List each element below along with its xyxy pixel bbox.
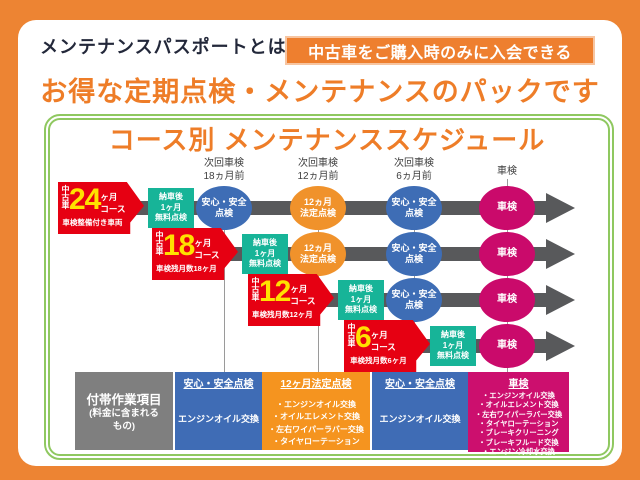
schedule-title: コース別 メンテナンススケジュール (108, 125, 546, 155)
inspection-circle-safety: 安心・安全 点検 (196, 186, 252, 230)
course-prefix: 中古車 (347, 322, 356, 347)
work-row-header-subtitle-2: もの) (112, 420, 136, 432)
inspection-circle-shaken: 車検 (479, 324, 535, 368)
column-header: 次回車検 12ヵ月前 (297, 158, 339, 182)
work-row-header-subtitle-1: (料金に含まれる (89, 408, 159, 420)
column-header: 車検 (497, 166, 517, 177)
work-column-header: 安心・安全点検 (183, 379, 254, 390)
inspection-circle-shaken: 車検 (479, 232, 535, 276)
course-unit: ヶ月 (194, 238, 212, 249)
inspection-circle-safety: 安心・安全 点検 (386, 278, 442, 322)
shaken-column-tick (507, 179, 508, 187)
course-units: ヶ月 コース (194, 238, 219, 260)
course-units: ヶ月 コース (100, 192, 125, 214)
course-prefix: 中古車 (61, 184, 70, 209)
course-flag: 中古車 18 ヶ月 コース 車検残月数18ヶ月 (152, 228, 238, 280)
course-unit: ヶ月 (290, 284, 308, 295)
delivery-badge: 納車後 1ヶ月 無料点検 (338, 280, 384, 320)
work-column-header: 安心・安全点検 (385, 379, 455, 390)
course-months: 12 (259, 275, 291, 309)
course-suffix: コース (100, 203, 126, 214)
inspection-circle-safety: 安心・安全 点検 (386, 232, 442, 276)
subtitle-banner: お得な定期点検・メンテナンスのパックです (40, 77, 600, 107)
timeline-vline (224, 230, 225, 372)
work-item-list: エンジンオイル交換 (379, 414, 461, 424)
inspection-circle-shaken: 車検 (479, 186, 535, 230)
work-item-list: ・エンジンオイル交換 ・オイルエレメント交換 ・左右ワイパーラバー交換 ・タイヤローテ… (474, 391, 563, 456)
course-suffix: コース (194, 249, 220, 260)
work-column-orange: 12ヶ月法定点検・エンジンオイル交換 ・オイルエレメント交換 ・左右ワイパーラバー交… (262, 372, 370, 450)
course-months: 6 (355, 321, 372, 355)
timeline-arrowhead (546, 331, 575, 361)
course-unit: ヶ月 (370, 330, 388, 341)
course-note: 車検残月数18ヶ月 (155, 264, 217, 273)
delivery-badge: 納車後 1ヶ月 無料点検 (430, 326, 476, 366)
work-item-list: エンジンオイル交換 (177, 414, 259, 424)
timeline-arrowhead (546, 285, 575, 315)
inspection-circle-legal: 12ヵ月 法定点検 (290, 186, 346, 230)
course-units: ヶ月 コース (290, 284, 315, 306)
course-unit: ヶ月 (100, 192, 118, 203)
course-prefix: 中古車 (155, 230, 164, 255)
course-months: 24 (69, 183, 101, 217)
course-months: 18 (163, 229, 195, 263)
course-note: 車検整備付き車両 (62, 218, 123, 227)
course-flag-main: 中古車 6 ヶ月 コース (344, 320, 430, 357)
work-column-header: 車検 (508, 379, 529, 390)
course-note: 車検残月数12ヶ月 (251, 310, 313, 319)
course-units: ヶ月 コース (371, 330, 396, 352)
course-flag: 中古車 12 ヶ月 コース 車検残月数12ヶ月 (248, 274, 334, 326)
work-row-header-title: 付帯作業項目 (86, 393, 162, 408)
course-note: 車検残月数6ヶ月 (350, 356, 407, 365)
passport-title: メンテナンスパスポートとは (40, 37, 287, 57)
column-header: 次回車検 6ヵ月前 (394, 158, 434, 182)
membership-badge: 中古車をご購入時のみに入会できる (285, 36, 595, 65)
course-suffix: コース (290, 295, 316, 306)
work-item-list: ・エンジンオイル交換 ・オイルエレメント交換 ・左右ワイパーラバー交換 ・タイヤローテ… (268, 400, 364, 447)
course-flag: 中古車 6 ヶ月 コース 車検残月数6ヶ月 (344, 320, 430, 372)
inspection-circle-legal: 12ヵ月 法定点検 (290, 232, 346, 276)
course-prefix: 中古車 (251, 276, 260, 301)
course-flag-main: 中古車 24 ヶ月 コース (58, 182, 144, 219)
column-header: 次回車検 18ヵ月前 (203, 158, 245, 182)
delivery-badge: 納車後 1ヶ月 無料点検 (242, 234, 288, 274)
timeline-arrowhead (546, 239, 575, 269)
inspection-circle-shaken: 車検 (479, 278, 535, 322)
course-flag-main: 中古車 12 ヶ月 コース (248, 274, 334, 311)
course-flag-main: 中古車 18 ヶ月 コース (152, 228, 238, 265)
timeline-arrowhead (546, 193, 575, 223)
work-column-blue: 安心・安全点検 エンジンオイル交換 (372, 372, 468, 450)
inspection-circle-safety: 安心・安全 点検 (386, 186, 442, 230)
schedule-frame (44, 114, 614, 460)
work-row-header: 付帯作業項目 (料金に含まれる もの) (75, 372, 173, 450)
delivery-badge: 納車後 1ヶ月 無料点検 (148, 188, 194, 228)
work-column-header: 12ヶ月法定点検 (280, 379, 352, 390)
course-flag: 中古車 24 ヶ月 コース 車検整備付き車両 (58, 182, 144, 234)
work-column-magenta: 車検 ・エンジンオイル交換 ・オイルエレメント交換 ・左右ワイパーラバー交換 ・タイヤロ… (468, 372, 569, 456)
work-column-blue: 安心・安全点検 エンジンオイル交換 (175, 372, 262, 450)
course-suffix: コース (370, 341, 396, 352)
